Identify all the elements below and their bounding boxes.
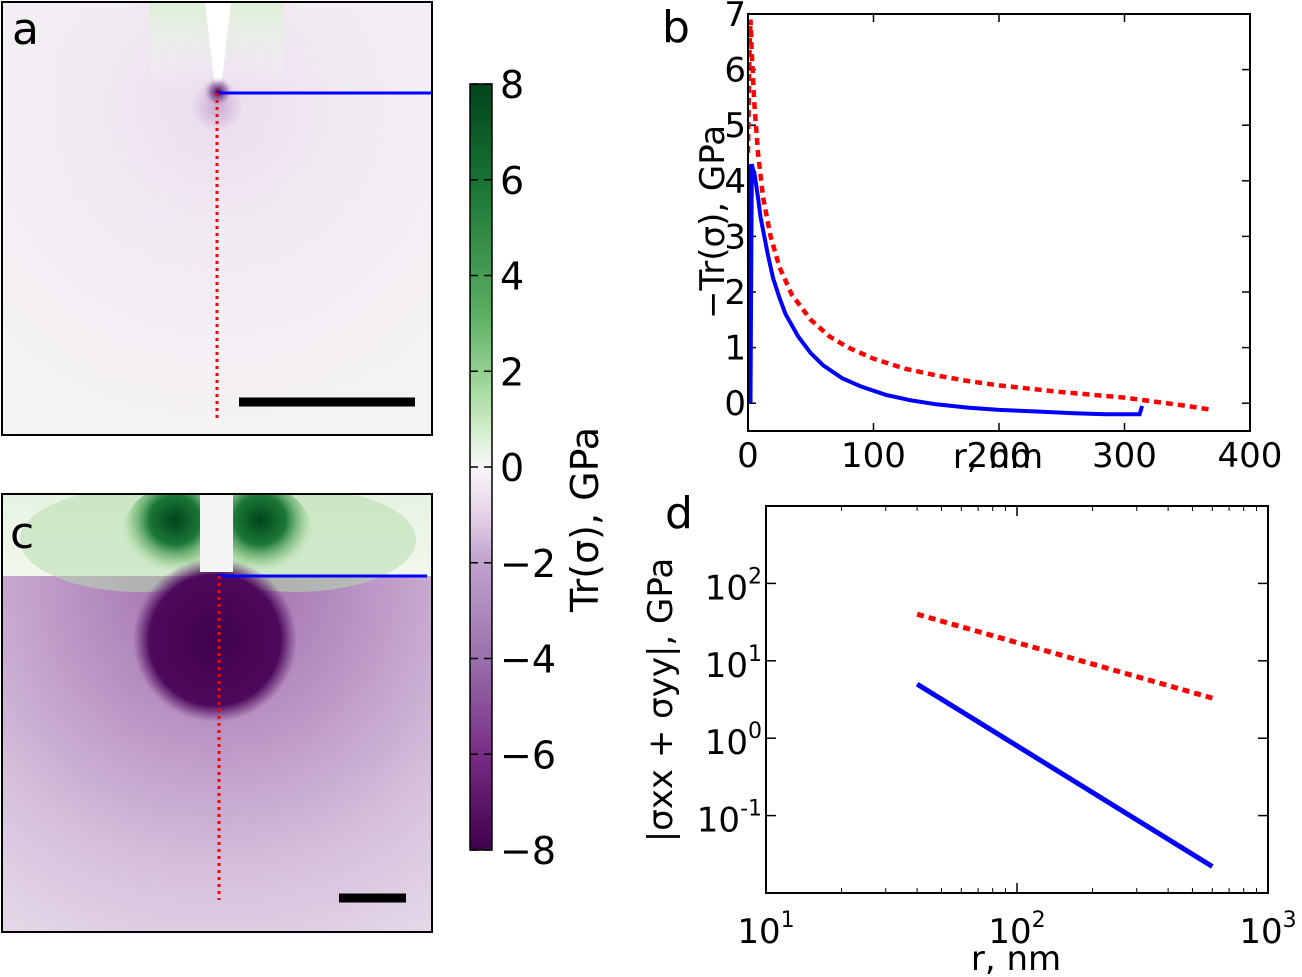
panel-d-letter: d	[665, 488, 693, 539]
panel-b-xtick-label: 300	[1092, 436, 1157, 476]
panel-b-xtick-label: 0	[737, 436, 759, 476]
colorbar-tick-label: 4	[500, 255, 524, 299]
panel-d-ytick-label: 100	[705, 719, 762, 763]
panel-b-ytick-label: 4	[724, 162, 746, 202]
panel-b-ytick-label: 5	[724, 106, 746, 146]
panel-d-xtick-label: 103	[1239, 908, 1296, 952]
panel-b-ytick-label: 0	[724, 384, 746, 424]
colorbar-tick-label: −8	[500, 829, 556, 873]
panel-d-ylabel: |σxx + σyy|, GPa	[641, 558, 681, 842]
colorbar-ticks: 8 6 4 2 0 −2 −4 −6 −8	[470, 63, 556, 873]
panel-b-xtick-label: 200	[967, 436, 1032, 476]
panel-d-xtick-label: 101	[737, 908, 794, 952]
panel-b-ytick-label: 2	[724, 273, 746, 313]
colorbar-tick-label: −6	[500, 733, 556, 777]
panel-b-xtick-label: 400	[1218, 436, 1283, 476]
colorbar-tick-label: −4	[500, 638, 556, 682]
panel-b-series-dotted	[748, 19, 1213, 413]
colorbar-tick-label: 8	[500, 63, 524, 107]
panel-b-ticks: 0 100 200 300 400 0 1 2 3 4 5 6 7	[724, 0, 1282, 476]
panel-c: c	[1, 493, 433, 933]
panel-a-letter: a	[12, 4, 39, 55]
panel-a-field	[2, 2, 432, 435]
colorbar-tick-label: 6	[500, 159, 524, 203]
panel-b-ytick-label: 6	[724, 51, 746, 91]
panel-d-ticks: 101 102 103 10-1 100 101 102	[697, 506, 1297, 952]
panel-a: a	[1, 1, 433, 436]
panel-c-frame	[1, 493, 433, 933]
panel-b-frame	[747, 13, 1251, 432]
panel-d-ytick-label: 101	[705, 642, 762, 686]
panel-b-ylabel: −Tr(σ), GPa	[693, 125, 733, 319]
panel-d-ytick-label: 10-1	[697, 797, 762, 841]
panel-a-frame	[1, 1, 433, 436]
colorbar-label: Tr(σ), GPa	[563, 427, 607, 613]
panel-b-ytick-label: 7	[724, 0, 746, 35]
panel-b-xtick-label: 100	[841, 436, 906, 476]
panel-b-xlabel: r, nm	[953, 437, 1043, 477]
panel-c-letter: c	[10, 508, 34, 559]
colorbar-tick-label: −2	[500, 542, 556, 586]
panel-d-ytick-label: 102	[705, 564, 762, 608]
panel-d-frame	[765, 505, 1269, 894]
panel-d: 101 102 103 10-1 100 101 102 r, nm |σxx + σyy|…	[641, 488, 1297, 977]
colorbar: 8 6 4 2 0 −2 −4 −6 −8 Tr(σ), GPa	[469, 63, 607, 873]
panel-b-letter: b	[662, 2, 690, 53]
panel-d-xlabel: r, nm	[971, 939, 1061, 977]
colorbar-tick-label: 2	[500, 350, 524, 394]
panel-b-ytick-label: 1	[724, 329, 746, 369]
colorbar-tick-label: 0	[500, 446, 524, 490]
panel-d-xtick-label: 102	[988, 908, 1045, 952]
panel-b-ytick-label: 3	[724, 217, 746, 257]
panel-c-field	[2, 494, 432, 932]
panel-b-series-solid	[748, 163, 1145, 417]
panel-d-series-solid	[915, 681, 1214, 869]
panel-d-series-dotted	[916, 611, 1213, 701]
